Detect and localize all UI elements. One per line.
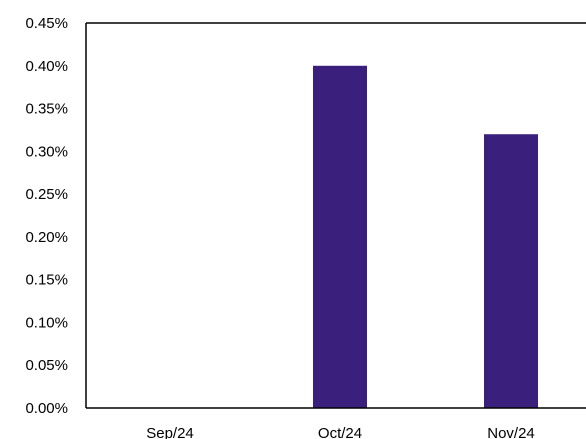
- x-tick-label: Sep/24: [146, 425, 194, 439]
- y-tick-label: 0.35%: [25, 101, 68, 118]
- bar-oct-24: [313, 65, 367, 409]
- x-tick-label: Nov/24: [487, 425, 535, 439]
- y-tick-label: 0.00%: [25, 400, 68, 417]
- bar-nov-24: [484, 134, 538, 408]
- y-tick-label: 0.40%: [25, 58, 68, 75]
- y-tick-label: 0.25%: [25, 186, 68, 203]
- y-tick-label: 0.05%: [25, 357, 68, 374]
- x-tick-label: Oct/24: [318, 425, 362, 439]
- y-axis-ticks: 0.00% 0.05% 0.10% 0.15% 0.20% 0.25% 0.30% 0.35%…: [25, 15, 68, 417]
- y-tick-label: 0.30%: [25, 143, 68, 160]
- x-axis-ticks: Sep/24 Oct/24 Nov/24: [146, 425, 535, 439]
- y-tick-label: 0.45%: [25, 15, 68, 32]
- y-tick-label: 0.10%: [25, 314, 68, 331]
- y-tick-label: 0.20%: [25, 229, 68, 246]
- y-tick-label: 0.15%: [25, 272, 68, 289]
- bars-group: [313, 65, 538, 409]
